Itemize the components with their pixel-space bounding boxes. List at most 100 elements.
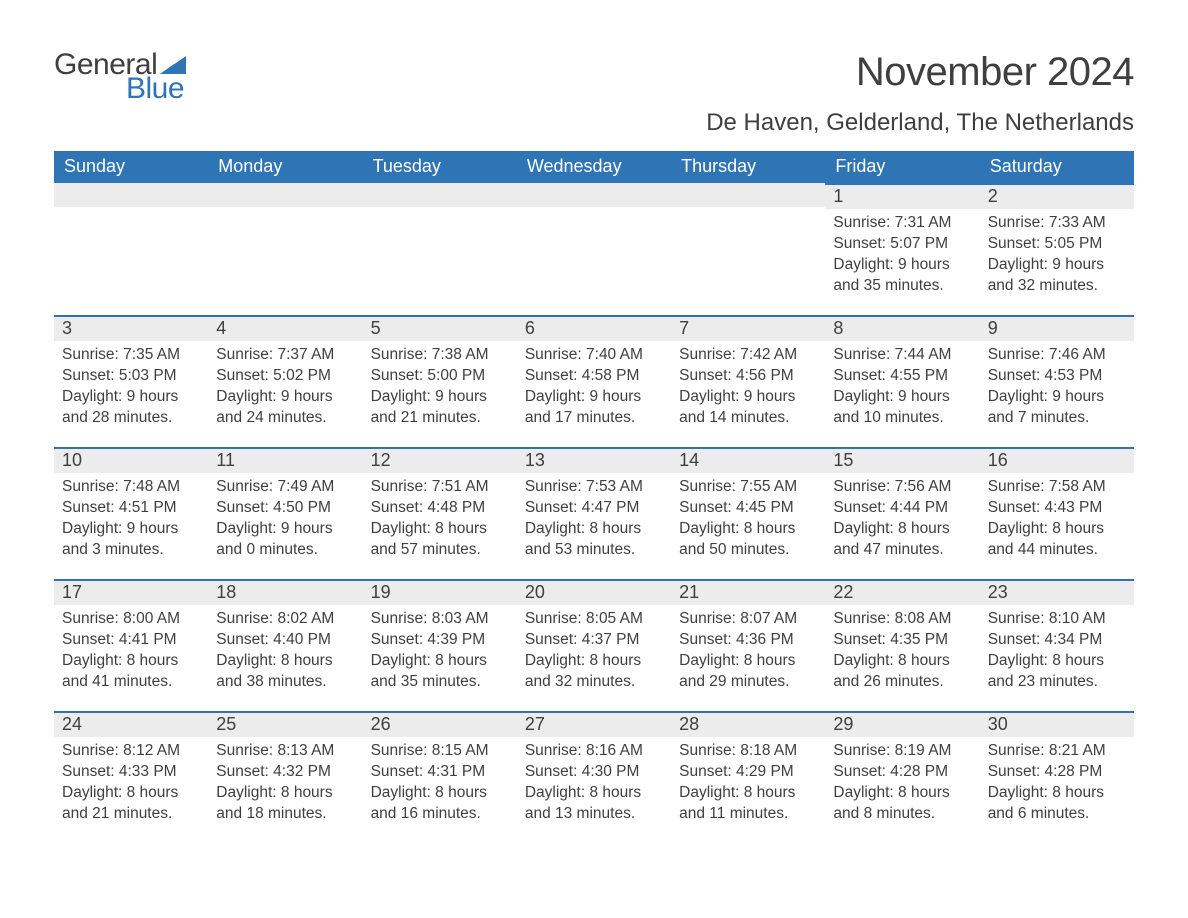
calendar-cell: 17Sunrise: 8:00 AMSunset: 4:41 PMDayligh…	[54, 579, 208, 711]
day-cell: 30Sunrise: 8:21 AMSunset: 4:28 PMDayligh…	[980, 711, 1134, 843]
calendar-cell: 16Sunrise: 7:58 AMSunset: 4:43 PMDayligh…	[980, 447, 1134, 579]
day-cell: 24Sunrise: 8:12 AMSunset: 4:33 PMDayligh…	[54, 711, 208, 843]
calendar-cell: 30Sunrise: 8:21 AMSunset: 4:28 PMDayligh…	[980, 711, 1134, 843]
day-number: 9	[980, 315, 1134, 341]
day-info: Sunrise: 7:48 AMSunset: 4:51 PMDaylight:…	[54, 473, 208, 561]
calendar-cell: 2Sunrise: 7:33 AMSunset: 5:05 PMDaylight…	[980, 183, 1134, 315]
daylight-line: Daylight: 9 hours and 28 minutes.	[62, 387, 200, 429]
day-cell: 13Sunrise: 7:53 AMSunset: 4:47 PMDayligh…	[517, 447, 671, 579]
day-number: 18	[208, 579, 362, 605]
calendar-table: SundayMondayTuesdayWednesdayThursdayFrid…	[54, 151, 1134, 843]
sunset-line: Sunset: 4:28 PM	[988, 762, 1126, 783]
calendar-cell: 29Sunrise: 8:19 AMSunset: 4:28 PMDayligh…	[825, 711, 979, 843]
month-title: November 2024	[706, 50, 1134, 95]
calendar-row: 17Sunrise: 8:00 AMSunset: 4:41 PMDayligh…	[54, 579, 1134, 711]
day-info: Sunrise: 7:53 AMSunset: 4:47 PMDaylight:…	[517, 473, 671, 561]
calendar-cell: 6Sunrise: 7:40 AMSunset: 4:58 PMDaylight…	[517, 315, 671, 447]
daylight-line: Daylight: 9 hours and 14 minutes.	[679, 387, 817, 429]
empty-cell	[54, 183, 208, 207]
weekday-header: Sunday	[54, 151, 208, 183]
daylight-line: Daylight: 8 hours and 11 minutes.	[679, 783, 817, 825]
sunset-line: Sunset: 4:29 PM	[679, 762, 817, 783]
sunrise-line: Sunrise: 8:12 AM	[62, 741, 200, 762]
sunset-line: Sunset: 4:33 PM	[62, 762, 200, 783]
sunset-line: Sunset: 5:02 PM	[216, 366, 354, 387]
day-number: 21	[671, 579, 825, 605]
calendar-cell: 1Sunrise: 7:31 AMSunset: 5:07 PMDaylight…	[825, 183, 979, 315]
calendar-cell: 8Sunrise: 7:44 AMSunset: 4:55 PMDaylight…	[825, 315, 979, 447]
sunset-line: Sunset: 4:30 PM	[525, 762, 663, 783]
day-info: Sunrise: 8:07 AMSunset: 4:36 PMDaylight:…	[671, 605, 825, 693]
sunset-line: Sunset: 4:50 PM	[216, 498, 354, 519]
day-cell: 16Sunrise: 7:58 AMSunset: 4:43 PMDayligh…	[980, 447, 1134, 579]
sunrise-line: Sunrise: 7:53 AM	[525, 477, 663, 498]
day-cell: 7Sunrise: 7:42 AMSunset: 4:56 PMDaylight…	[671, 315, 825, 447]
day-info: Sunrise: 8:00 AMSunset: 4:41 PMDaylight:…	[54, 605, 208, 693]
day-cell: 12Sunrise: 7:51 AMSunset: 4:48 PMDayligh…	[363, 447, 517, 579]
header: General Blue November 2024 De Haven, Gel…	[54, 50, 1134, 137]
sunrise-line: Sunrise: 8:02 AM	[216, 609, 354, 630]
sunset-line: Sunset: 4:31 PM	[371, 762, 509, 783]
sunrise-line: Sunrise: 8:08 AM	[833, 609, 971, 630]
sunrise-line: Sunrise: 7:40 AM	[525, 345, 663, 366]
calendar-cell: 14Sunrise: 7:55 AMSunset: 4:45 PMDayligh…	[671, 447, 825, 579]
sunrise-line: Sunrise: 8:16 AM	[525, 741, 663, 762]
sunrise-line: Sunrise: 8:07 AM	[679, 609, 817, 630]
day-number: 27	[517, 711, 671, 737]
day-cell: 14Sunrise: 7:55 AMSunset: 4:45 PMDayligh…	[671, 447, 825, 579]
daylight-line: Daylight: 8 hours and 29 minutes.	[679, 651, 817, 693]
empty-cell	[517, 183, 671, 207]
daylight-line: Daylight: 9 hours and 21 minutes.	[371, 387, 509, 429]
calendar-cell: 3Sunrise: 7:35 AMSunset: 5:03 PMDaylight…	[54, 315, 208, 447]
day-number: 13	[517, 447, 671, 473]
sunset-line: Sunset: 5:07 PM	[833, 234, 971, 255]
day-info: Sunrise: 8:18 AMSunset: 4:29 PMDaylight:…	[671, 737, 825, 825]
day-info: Sunrise: 8:19 AMSunset: 4:28 PMDaylight:…	[825, 737, 979, 825]
daylight-line: Daylight: 8 hours and 35 minutes.	[371, 651, 509, 693]
weekday-header: Monday	[208, 151, 362, 183]
day-number: 12	[363, 447, 517, 473]
daylight-line: Daylight: 9 hours and 32 minutes.	[988, 255, 1126, 297]
title-block: November 2024 De Haven, Gelderland, The …	[706, 50, 1134, 137]
daylight-line: Daylight: 8 hours and 23 minutes.	[988, 651, 1126, 693]
sunset-line: Sunset: 4:39 PM	[371, 630, 509, 651]
calendar-cell: 20Sunrise: 8:05 AMSunset: 4:37 PMDayligh…	[517, 579, 671, 711]
day-info: Sunrise: 7:40 AMSunset: 4:58 PMDaylight:…	[517, 341, 671, 429]
sunset-line: Sunset: 4:53 PM	[988, 366, 1126, 387]
sunrise-line: Sunrise: 7:38 AM	[371, 345, 509, 366]
calendar-cell: 11Sunrise: 7:49 AMSunset: 4:50 PMDayligh…	[208, 447, 362, 579]
sunrise-line: Sunrise: 8:10 AM	[988, 609, 1126, 630]
weekday-header: Friday	[825, 151, 979, 183]
day-info: Sunrise: 7:49 AMSunset: 4:50 PMDaylight:…	[208, 473, 362, 561]
sunrise-line: Sunrise: 7:44 AM	[833, 345, 971, 366]
sunrise-line: Sunrise: 8:18 AM	[679, 741, 817, 762]
sunset-line: Sunset: 4:37 PM	[525, 630, 663, 651]
day-info: Sunrise: 8:02 AMSunset: 4:40 PMDaylight:…	[208, 605, 362, 693]
day-cell: 17Sunrise: 8:00 AMSunset: 4:41 PMDayligh…	[54, 579, 208, 711]
sunset-line: Sunset: 4:45 PM	[679, 498, 817, 519]
sunrise-line: Sunrise: 7:55 AM	[679, 477, 817, 498]
day-info: Sunrise: 7:33 AMSunset: 5:05 PMDaylight:…	[980, 209, 1134, 297]
weekday-header: Thursday	[671, 151, 825, 183]
day-number: 5	[363, 315, 517, 341]
day-number: 22	[825, 579, 979, 605]
day-cell: 10Sunrise: 7:48 AMSunset: 4:51 PMDayligh…	[54, 447, 208, 579]
sunrise-line: Sunrise: 7:48 AM	[62, 477, 200, 498]
brand-logo: General Blue	[54, 50, 186, 104]
daylight-line: Daylight: 8 hours and 18 minutes.	[216, 783, 354, 825]
empty-cell	[208, 183, 362, 207]
day-cell: 5Sunrise: 7:38 AMSunset: 5:00 PMDaylight…	[363, 315, 517, 447]
calendar-cell	[671, 183, 825, 315]
calendar-cell	[363, 183, 517, 315]
daylight-line: Daylight: 8 hours and 53 minutes.	[525, 519, 663, 561]
day-info: Sunrise: 8:15 AMSunset: 4:31 PMDaylight:…	[363, 737, 517, 825]
sunrise-line: Sunrise: 8:15 AM	[371, 741, 509, 762]
day-number: 25	[208, 711, 362, 737]
sunset-line: Sunset: 4:36 PM	[679, 630, 817, 651]
sunset-line: Sunset: 4:43 PM	[988, 498, 1126, 519]
day-number: 23	[980, 579, 1134, 605]
calendar-cell: 27Sunrise: 8:16 AMSunset: 4:30 PMDayligh…	[517, 711, 671, 843]
day-cell: 6Sunrise: 7:40 AMSunset: 4:58 PMDaylight…	[517, 315, 671, 447]
calendar-row: 10Sunrise: 7:48 AMSunset: 4:51 PMDayligh…	[54, 447, 1134, 579]
day-number: 10	[54, 447, 208, 473]
